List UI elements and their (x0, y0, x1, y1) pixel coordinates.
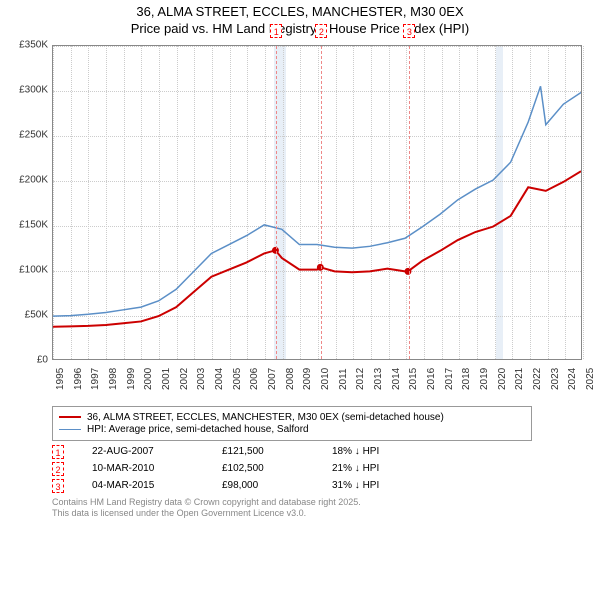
y-tick-label: £0 (37, 354, 48, 365)
footer-line-2: This data is licensed under the Open Gov… (52, 508, 590, 520)
plot-box: 123 (52, 45, 582, 360)
series-red_price (53, 171, 581, 327)
sale-dot (317, 264, 324, 271)
chart-title: 36, ALMA STREET, ECCLES, MANCHESTER, M30… (0, 0, 600, 40)
legend-row: 36, ALMA STREET, ECCLES, MANCHESTER, M30… (59, 412, 525, 423)
x-tick-label: 1997 (90, 368, 101, 390)
x-tick-label: 2013 (373, 368, 384, 390)
marker-line (409, 46, 410, 359)
sales-num: 3 (52, 479, 64, 493)
chart-svg (53, 46, 581, 359)
x-tick-label: 1998 (108, 368, 119, 390)
sales-price: £98,000 (222, 480, 332, 491)
grid-line (583, 46, 584, 359)
sales-change: 31% ↓ HPI (332, 480, 412, 491)
footer-line-1: Contains HM Land Registry data © Crown c… (52, 497, 590, 509)
x-tick-label: 2006 (249, 368, 260, 390)
x-tick-label: 1996 (73, 368, 84, 390)
y-tick-label: £100K (19, 264, 48, 275)
title-line-1: 36, ALMA STREET, ECCLES, MANCHESTER, M30… (0, 4, 600, 21)
sales-change: 21% ↓ HPI (332, 463, 412, 474)
x-tick-label: 2001 (161, 368, 172, 390)
y-tick-label: £350K (19, 39, 48, 50)
x-tick-label: 2024 (567, 368, 578, 390)
x-tick-label: 2012 (355, 368, 366, 390)
footer: Contains HM Land Registry data © Crown c… (52, 497, 590, 520)
legend-label: HPI: Average price, semi-detached house,… (87, 424, 309, 435)
x-tick-label: 2010 (320, 368, 331, 390)
series-blue_hpi (53, 86, 581, 316)
legend-swatch (59, 416, 81, 418)
x-tick-label: 2020 (497, 368, 508, 390)
x-tick-label: 2022 (532, 368, 543, 390)
x-tick-label: 2018 (461, 368, 472, 390)
x-tick-label: 2019 (479, 368, 490, 390)
sales-num: 2 (52, 462, 64, 476)
marker-label: 3 (403, 24, 415, 38)
legend: 36, ALMA STREET, ECCLES, MANCHESTER, M30… (52, 406, 532, 441)
sales-date: 10-MAR-2010 (92, 463, 222, 474)
sales-num: 1 (52, 445, 64, 459)
x-tick-label: 2017 (444, 368, 455, 390)
sales-table: 1 22-AUG-2007£121,50018% ↓ HPI 2 10-MAR-201… (52, 445, 590, 493)
y-tick-label: £50K (25, 309, 48, 320)
sales-date: 04-MAR-2015 (92, 480, 222, 491)
y-tick-label: £150K (19, 219, 48, 230)
x-tick-label: 2016 (426, 368, 437, 390)
x-tick-label: 2023 (550, 368, 561, 390)
marker-label: 2 (315, 24, 327, 38)
marker-line (321, 46, 322, 359)
legend-swatch (59, 429, 81, 430)
x-tick-label: 2025 (585, 368, 596, 390)
x-tick-label: 2002 (179, 368, 190, 390)
title-line-2: Price paid vs. HM Land Registry's House … (0, 21, 600, 38)
sales-row: 3 04-MAR-2015£98,00031% ↓ HPI (52, 479, 590, 493)
marker-line (276, 46, 277, 359)
x-tick-label: 2021 (514, 368, 525, 390)
x-tick-label: 2008 (285, 368, 296, 390)
y-tick-label: £250K (19, 129, 48, 140)
sales-row: 1 22-AUG-2007£121,50018% ↓ HPI (52, 445, 590, 459)
sales-price: £102,500 (222, 463, 332, 474)
sale-dot (405, 268, 412, 275)
y-tick-label: £300K (19, 84, 48, 95)
y-tick-label: £200K (19, 174, 48, 185)
marker-label: 1 (270, 24, 282, 38)
x-tick-label: 2000 (143, 368, 154, 390)
x-tick-label: 2003 (196, 368, 207, 390)
chart-area: £0 £50K £100K £150K £200K £250K £300K £350K 123… (10, 40, 590, 400)
x-tick-label: 2005 (232, 368, 243, 390)
legend-label: 36, ALMA STREET, ECCLES, MANCHESTER, M30… (87, 412, 444, 423)
legend-row: HPI: Average price, semi-detached house,… (59, 424, 525, 435)
x-tick-label: 1999 (126, 368, 137, 390)
y-axis: £0£50K£100K£150K£200K£250K£300K£350K (10, 45, 50, 360)
x-tick-label: 2015 (408, 368, 419, 390)
sales-row: 2 10-MAR-2010£102,50021% ↓ HPI (52, 462, 590, 476)
x-tick-label: 2007 (267, 368, 278, 390)
x-tick-label: 2009 (302, 368, 313, 390)
sales-date: 22-AUG-2007 (92, 446, 222, 457)
sales-price: £121,500 (222, 446, 332, 457)
x-tick-label: 1995 (55, 368, 66, 390)
x-tick-label: 2004 (214, 368, 225, 390)
x-axis: 1995 1996 1997 1998 1999 2000 2001 2002 2003 2004… (52, 362, 582, 402)
x-tick-label: 2011 (338, 368, 349, 390)
x-tick-label: 2014 (391, 368, 402, 390)
sales-change: 18% ↓ HPI (332, 446, 412, 457)
